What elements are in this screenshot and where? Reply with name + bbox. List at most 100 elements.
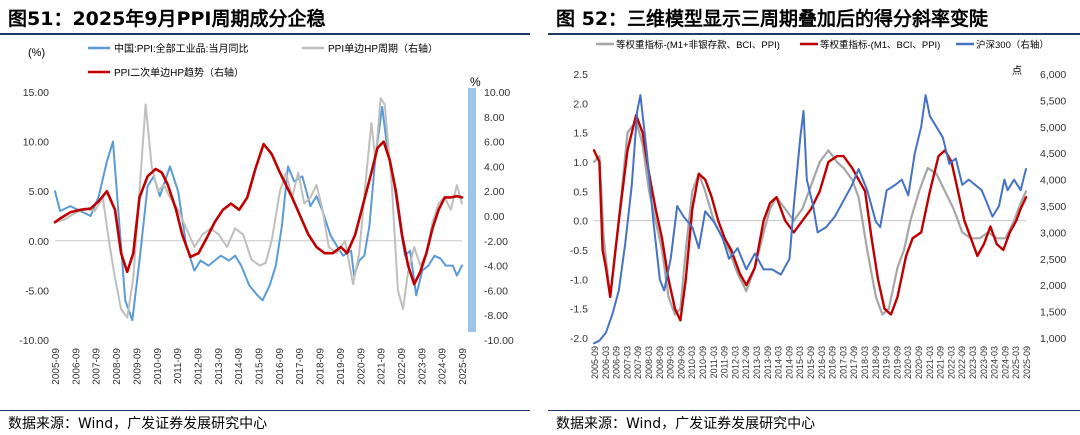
y-right-tick-label: 1,500 [1040, 307, 1066, 319]
x-tick-label: 2005-09 [51, 348, 62, 385]
x-tick-label: 2021-09 [936, 346, 946, 379]
left-axes: 15.00 10.00 5.00 0.00 -5.00 -10.00 10.00 8.00 6.… [19, 87, 514, 385]
x-tick-label: 2012-09 [741, 346, 751, 379]
y-right-tick-label: -2.00 [484, 236, 508, 248]
x-tick-label: 2015-09 [806, 346, 816, 379]
legend-label-ppi-yoy: 中国:PPI:全部工业品:当月同比 [114, 42, 248, 55]
y-right-tick-label: 1,000 [1040, 333, 1066, 345]
left-series-group [53, 97, 464, 322]
x-tick-label: 2025-03 [1011, 346, 1021, 379]
x-tick-label: 2005-09 [590, 346, 600, 379]
y-left-tick-label: -1.0 [570, 274, 588, 286]
right-series-group [592, 94, 1028, 345]
x-tick-label: 2022-09 [957, 346, 967, 379]
legend-label-csi300: 沪深300（右轴） [976, 39, 1049, 51]
y-right-tick-label: 3,000 [1040, 227, 1066, 239]
x-tick-label: 2011-09 [720, 346, 730, 378]
y-left-tick-label: -10.00 [19, 335, 49, 347]
x-tick-label: 2024-09 [1000, 346, 1010, 379]
right-title-rule [548, 33, 1080, 35]
x-tick-label: 2006-03 [601, 346, 611, 379]
legend-label-hp-trend: PPI二次单边HP趋势（右轴） [114, 66, 244, 79]
y-right-tick-label: 10.00 [484, 87, 510, 99]
legend-label-equal-weight-m1-nonbank: 等权重指标-(M1+非银存款、BCI、PPI) [616, 39, 780, 51]
y-left-tick-label: -0.5 [570, 245, 588, 257]
x-tick-label: 2015-09 [255, 348, 266, 385]
x-tick-label: 2013-09 [763, 346, 773, 379]
x-tick-label: 2020-09 [914, 346, 924, 379]
left-title-rule [0, 33, 530, 35]
y-left-tick-label: 0.5 [573, 186, 588, 198]
right-chart-title: 图 52：三维模型显示三周期叠加后的得分斜率变陡 [556, 8, 989, 30]
x-tick-label: 2007-09 [633, 346, 643, 379]
x-tick-label: 2015-03 [795, 346, 805, 379]
right-legend: 等权重指标-(M1+非银存款、BCI、PPI) 等权重指标-(M1、BCI、PP… [596, 39, 1049, 51]
y-right-tick-label: -10.00 [484, 335, 514, 347]
y-right-tick-label: 4.00 [484, 161, 505, 173]
x-tick-label: 2019-09 [336, 348, 347, 385]
y-right-tick-label: -6.00 [484, 285, 508, 297]
series-line-hp-trend [53, 140, 464, 286]
x-tick-label: 2021-09 [377, 348, 388, 385]
x-tick-label: 2009-09 [676, 346, 686, 379]
y-left-tick-label: 0.00 [29, 236, 50, 248]
left-legend: 中国:PPI:全部工业品:当月同比 PPI单边HP周期（右轴） PPI二次单边H… [88, 42, 438, 79]
x-tick-label: 2011-09 [173, 348, 184, 384]
y-left-tick-label: 15.00 [23, 87, 49, 99]
y-left-tick-label: -5.00 [25, 285, 49, 297]
x-tick-label: 2007-03 [622, 346, 632, 379]
right-axes: 2.5 2.0 1.5 1.0 0.5 0.0 -0.5 -1.0 -1.5 -2.0 6,000 5… [570, 69, 1067, 379]
y-right-tick-label: 2,500 [1040, 254, 1066, 266]
x-tick-label: 2014-03 [774, 346, 784, 379]
y-right-tick-label: 3,500 [1040, 201, 1066, 213]
y-right-tick-label: -8.00 [484, 310, 508, 322]
x-tick-label: 2009-09 [132, 348, 143, 385]
x-tick-label: 2006-09 [71, 348, 82, 385]
x-tick-label: 2007-09 [92, 348, 103, 385]
y-left-tick-label: 5.00 [29, 186, 50, 198]
left-chart-panel: 图51：2025年9月PPI周期成分企稳 15.00 10.00 5.00 0.00 -… [0, 0, 530, 435]
right-footer-rule [548, 410, 1080, 411]
x-tick-label: 2011-03 [709, 346, 719, 378]
y-right-tick-label: 4,000 [1040, 175, 1066, 187]
y-right-tick-label: 6,000 [1040, 69, 1066, 81]
right-y-unit: % [470, 75, 481, 89]
x-tick-label: 2010-09 [153, 348, 164, 385]
left-highlight-band [468, 88, 476, 332]
y-right-tick-label: 5,500 [1040, 95, 1066, 107]
x-tick-label: 2025-09 [458, 348, 469, 385]
x-tick-label: 2017-03 [838, 346, 848, 379]
y-right-tick-label: 0.00 [484, 211, 505, 223]
x-tick-label: 2014-09 [784, 346, 794, 379]
x-tick-label: 2009-03 [666, 346, 676, 379]
x-tick-label: 2010-09 [698, 346, 708, 379]
x-tick-label: 2024-09 [438, 348, 449, 385]
x-tick-label: 2016-03 [817, 346, 827, 379]
x-tick-label: 2010-03 [687, 346, 697, 379]
right-source-note: 数据来源：Wind，广发证券发展研究中心 [556, 416, 816, 432]
x-tick-label: 2008-09 [112, 348, 123, 385]
left-footer-rule [0, 410, 530, 411]
y-left-tick-label: 0.0 [573, 216, 588, 228]
y-right-tick-label: 6.00 [484, 137, 505, 149]
x-tick-label: 2014-09 [234, 348, 245, 385]
y-right-tick-label: 4,500 [1040, 148, 1066, 160]
x-tick-label: 2025-09 [1022, 346, 1032, 379]
y-right-tick-label: 2,000 [1040, 280, 1066, 292]
x-tick-label: 2012-09 [193, 348, 204, 385]
left-source-note: 数据来源：Wind，广发证券发展研究中心 [8, 416, 268, 432]
y-left-tick-label: -1.5 [570, 304, 588, 316]
x-tick-label: 2023-03 [968, 346, 978, 379]
x-tick-label: 2008-03 [644, 346, 654, 379]
x-tick-label: 2020-03 [903, 346, 913, 379]
left-chart-title: 图51：2025年9月PPI周期成分企稳 [8, 8, 326, 30]
x-tick-label: 2016-09 [275, 348, 286, 385]
x-tick-label: 2022-03 [946, 346, 956, 379]
y-right-tick-label: -4.00 [484, 261, 508, 273]
y-left-tick-label: 2.0 [573, 98, 588, 110]
right-chart: 2.5 2.0 1.5 1.0 0.5 0.0 -0.5 -1.0 -1.5 -2.0 6,000 5… [570, 39, 1067, 379]
x-tick-label: 2006-09 [612, 346, 622, 379]
y-right-tick-label: 5,000 [1040, 122, 1066, 134]
x-tick-label: 2017-09 [849, 346, 859, 379]
x-tick-label: 2019-03 [882, 346, 892, 379]
